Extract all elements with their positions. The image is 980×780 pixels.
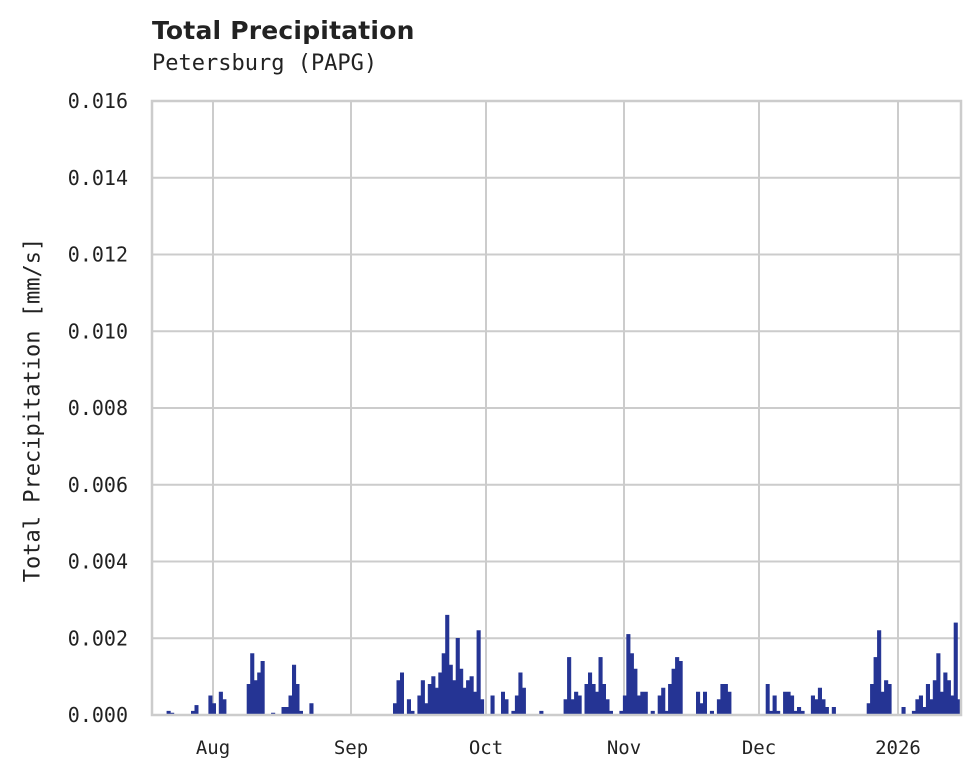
x-tick-label: 2026 xyxy=(875,737,921,759)
y-tick-label: 0.004 xyxy=(68,550,128,574)
chart-title: Total Precipitation xyxy=(152,16,415,45)
y-tick-label: 0.008 xyxy=(68,396,128,420)
x-tick-label: Oct xyxy=(469,737,503,759)
y-tick-label: 0.002 xyxy=(68,626,128,650)
x-tick-label: Aug xyxy=(196,737,230,759)
y-tick-label: 0.006 xyxy=(68,473,128,497)
grid-lines xyxy=(152,100,961,716)
y-tick-label: 0.010 xyxy=(68,319,128,343)
x-tick-label: Dec xyxy=(742,737,776,759)
y-tick-label: 0.016 xyxy=(68,89,128,113)
x-tick-label: Nov xyxy=(607,737,641,759)
plot-frame xyxy=(150,99,963,717)
precipitation-area-series xyxy=(152,614,962,716)
y-axis-ticks: 0.000 0.002 0.004 0.006 0.008 0.010 0.012 0.014… xyxy=(68,89,128,727)
x-axis-ticks: Aug Sep Oct Nov Dec 2026 xyxy=(196,737,921,759)
y-tick-label: 0.000 xyxy=(68,703,128,727)
x-tick-label: Sep xyxy=(334,737,368,759)
y-tick-label: 0.012 xyxy=(68,243,128,267)
y-tick-label: 0.014 xyxy=(68,166,128,190)
chart-subtitle: Petersburg (PAPG) xyxy=(152,51,378,76)
